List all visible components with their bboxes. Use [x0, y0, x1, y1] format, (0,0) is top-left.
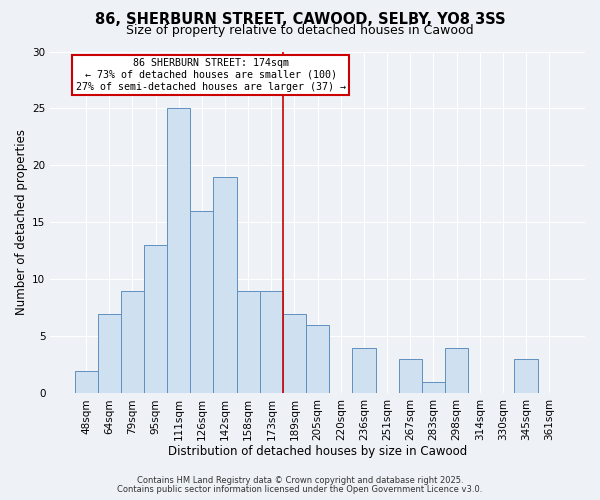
Bar — [144, 245, 167, 394]
Bar — [445, 348, 468, 394]
Bar — [167, 108, 190, 394]
X-axis label: Distribution of detached houses by size in Cawood: Distribution of detached houses by size … — [168, 444, 467, 458]
Text: Contains HM Land Registry data © Crown copyright and database right 2025.: Contains HM Land Registry data © Crown c… — [137, 476, 463, 485]
Text: Contains public sector information licensed under the Open Government Licence v3: Contains public sector information licen… — [118, 485, 482, 494]
Bar — [236, 291, 260, 394]
Bar — [74, 370, 98, 394]
Text: Size of property relative to detached houses in Cawood: Size of property relative to detached ho… — [126, 24, 474, 37]
Bar — [398, 359, 422, 394]
Bar — [190, 211, 214, 394]
Bar — [352, 348, 376, 394]
Bar — [283, 314, 306, 394]
Text: 86 SHERBURN STREET: 174sqm
← 73% of detached houses are smaller (100)
27% of sem: 86 SHERBURN STREET: 174sqm ← 73% of deta… — [76, 58, 346, 92]
Bar — [98, 314, 121, 394]
Bar — [422, 382, 445, 394]
Bar — [514, 359, 538, 394]
Bar — [214, 177, 236, 394]
Y-axis label: Number of detached properties: Number of detached properties — [15, 130, 28, 316]
Text: 86, SHERBURN STREET, CAWOOD, SELBY, YO8 3SS: 86, SHERBURN STREET, CAWOOD, SELBY, YO8 … — [95, 12, 505, 28]
Bar — [260, 291, 283, 394]
Bar — [306, 325, 329, 394]
Bar — [121, 291, 144, 394]
